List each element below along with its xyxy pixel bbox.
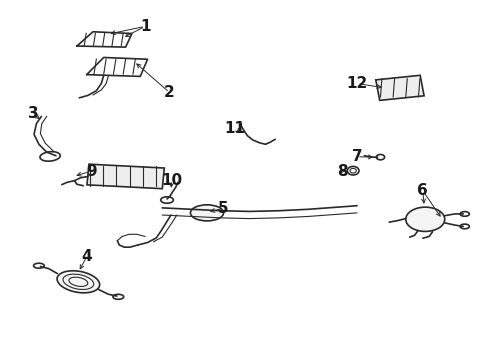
Text: 2: 2	[164, 85, 175, 100]
Text: 7: 7	[352, 149, 363, 164]
Text: 11: 11	[225, 121, 246, 136]
Ellipse shape	[406, 207, 445, 231]
Text: 12: 12	[346, 76, 368, 91]
Bar	[376, 75, 424, 100]
Bar	[87, 164, 164, 189]
Text: 4: 4	[81, 249, 92, 264]
Ellipse shape	[191, 205, 223, 221]
Text: 5: 5	[218, 201, 228, 216]
Text: 6: 6	[417, 183, 428, 198]
Ellipse shape	[57, 271, 99, 293]
Text: 8: 8	[337, 163, 348, 179]
Text: 3: 3	[28, 107, 38, 121]
Text: 10: 10	[161, 172, 182, 188]
Text: 1: 1	[140, 19, 150, 34]
Text: 9: 9	[86, 163, 97, 179]
